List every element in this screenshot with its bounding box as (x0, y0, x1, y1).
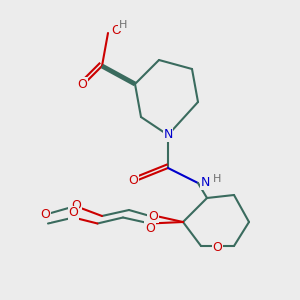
Text: N: N (163, 128, 173, 142)
Text: O: O (213, 241, 222, 254)
Text: O: O (145, 221, 155, 235)
Text: O: O (69, 206, 78, 220)
Text: O: O (148, 209, 158, 223)
Text: O: O (40, 208, 50, 221)
Text: N: N (201, 176, 210, 190)
Text: O: O (129, 173, 138, 187)
Text: O: O (111, 23, 121, 37)
Text: O: O (78, 77, 87, 91)
Text: H: H (213, 174, 222, 184)
Text: H: H (119, 20, 127, 31)
Text: O: O (72, 199, 81, 212)
